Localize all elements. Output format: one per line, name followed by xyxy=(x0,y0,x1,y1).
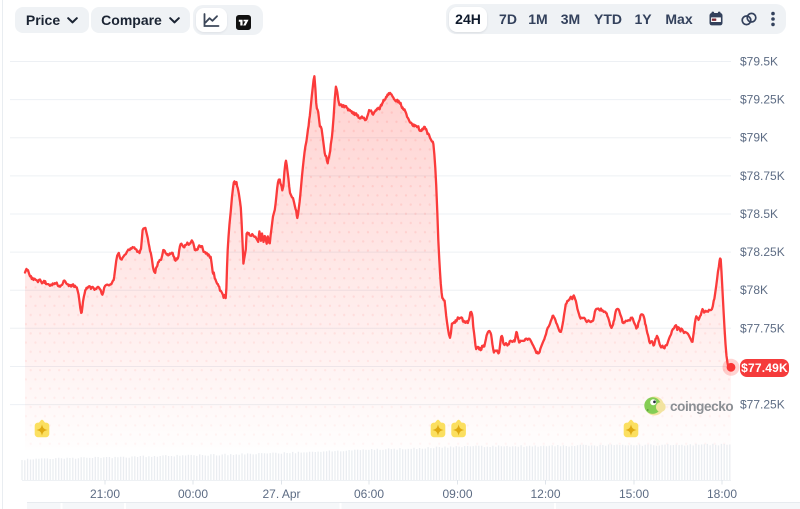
svg-text:$78K: $78K xyxy=(740,283,768,297)
svg-text:$78.75K: $78.75K xyxy=(740,169,785,183)
svg-text:09:00: 09:00 xyxy=(442,487,472,501)
svg-text:18:00: 18:00 xyxy=(707,487,737,501)
svg-text:27. Apr: 27. Apr xyxy=(262,487,300,501)
svg-text:21:00: 21:00 xyxy=(90,487,120,501)
svg-text:06:00: 06:00 xyxy=(354,487,384,501)
svg-text:$77.75K: $77.75K xyxy=(740,321,785,335)
svg-text:$79.5K: $79.5K xyxy=(740,55,778,69)
svg-text:$77.25K: $77.25K xyxy=(740,398,785,412)
svg-text:$79K: $79K xyxy=(740,131,768,145)
svg-text:00:00: 00:00 xyxy=(178,487,208,501)
svg-text:$78.5K: $78.5K xyxy=(740,207,778,221)
svg-text:$78.25K: $78.25K xyxy=(740,245,785,259)
svg-text:12:00: 12:00 xyxy=(530,487,560,501)
svg-text:15:00: 15:00 xyxy=(619,487,649,501)
svg-text:coingecko: coingecko xyxy=(670,399,733,414)
svg-text:$79.25K: $79.25K xyxy=(740,93,785,107)
